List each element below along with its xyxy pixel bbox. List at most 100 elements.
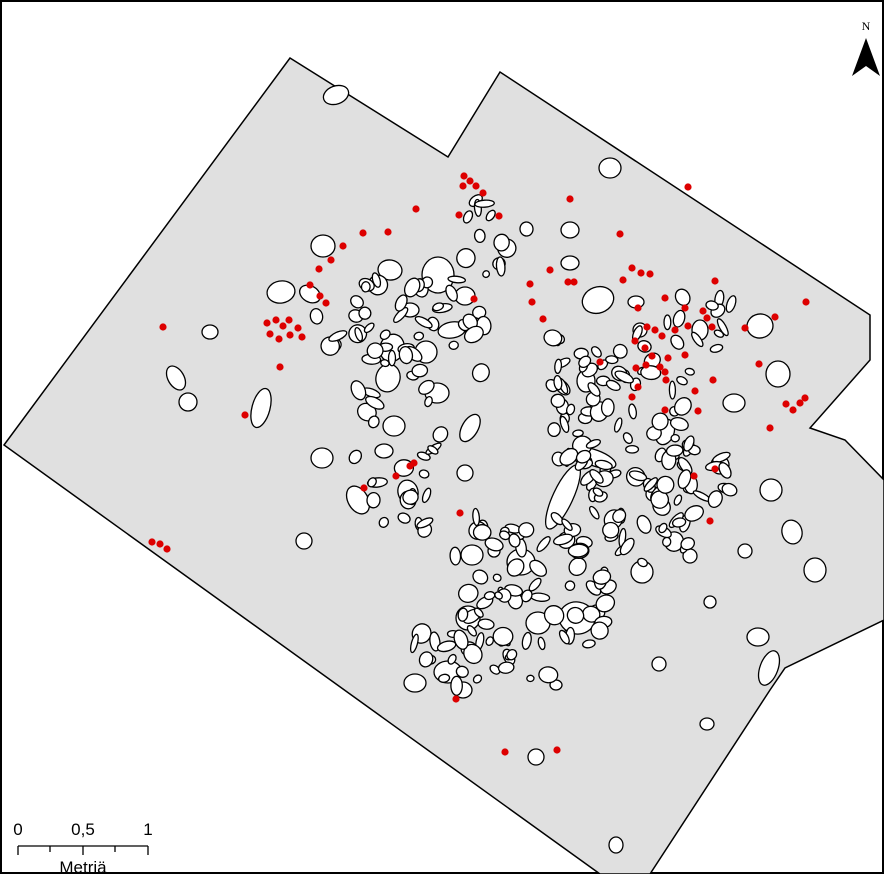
- find-point: [553, 746, 561, 754]
- stone: [725, 295, 737, 313]
- stone: [474, 199, 495, 208]
- stone: [803, 557, 827, 583]
- find-point: [684, 183, 692, 191]
- north-arrow-icon: [852, 38, 880, 76]
- stone: [482, 270, 491, 279]
- stone: [485, 636, 494, 646]
- find-point: [755, 360, 763, 368]
- stone: [608, 836, 624, 854]
- stone: [568, 557, 587, 577]
- find-point: [266, 330, 274, 338]
- stone: [598, 157, 622, 179]
- stone: [295, 532, 313, 550]
- scale-unit: Metriä: [59, 858, 107, 874]
- stone: [477, 618, 495, 630]
- stone: [709, 343, 724, 353]
- stone: [328, 330, 348, 342]
- stone: [558, 629, 570, 645]
- stone: [565, 403, 576, 416]
- stone: [402, 489, 419, 505]
- stone: [309, 307, 324, 325]
- stone: [382, 415, 406, 437]
- stone: [472, 674, 483, 684]
- find-point: [632, 364, 640, 372]
- stone: [612, 508, 627, 524]
- find-point: [528, 298, 536, 306]
- stone: [310, 234, 336, 258]
- stone: [536, 536, 551, 553]
- stone: [674, 288, 691, 307]
- stone: [421, 487, 432, 504]
- find-point: [566, 195, 574, 203]
- find-point: [306, 281, 314, 289]
- stone: [497, 661, 515, 674]
- find-point: [412, 205, 420, 213]
- stone: [668, 380, 677, 400]
- stone: [547, 422, 561, 438]
- scale-tick-0: 0: [13, 820, 22, 839]
- stone: [438, 673, 451, 683]
- finds-layer: [148, 172, 810, 756]
- find-point: [285, 316, 293, 324]
- find-point: [564, 278, 572, 286]
- find-point: [703, 314, 711, 322]
- find-point: [664, 354, 672, 362]
- stone: [628, 470, 648, 482]
- stone: [455, 665, 469, 678]
- stone: [448, 340, 459, 350]
- stone: [418, 469, 430, 479]
- find-point: [526, 280, 534, 288]
- stone: [665, 444, 684, 457]
- stone: [493, 233, 510, 252]
- stone: [460, 544, 484, 566]
- stone: [459, 413, 481, 443]
- stone: [529, 559, 548, 577]
- scale-tick-0-5: 0,5: [71, 820, 95, 839]
- stone: [379, 329, 391, 341]
- stone: [387, 349, 397, 367]
- stone: [677, 469, 692, 490]
- stone: [703, 595, 717, 609]
- stone: [559, 415, 570, 434]
- stone: [564, 580, 576, 591]
- find-point: [570, 278, 578, 286]
- stone: [521, 631, 532, 650]
- find-point: [392, 472, 400, 480]
- stone: [472, 507, 481, 527]
- stone: [561, 518, 573, 531]
- stone: [658, 522, 668, 534]
- find-point: [294, 324, 302, 332]
- stone: [671, 517, 687, 528]
- stone: [656, 475, 675, 494]
- find-point: [661, 406, 669, 414]
- stone: [718, 462, 732, 479]
- stone: [363, 322, 375, 334]
- stone: [458, 583, 479, 604]
- stone: [643, 477, 658, 492]
- stone: [594, 459, 613, 471]
- stone: [466, 625, 478, 637]
- stone: [605, 379, 621, 391]
- stone: [506, 558, 525, 577]
- find-point: [546, 266, 554, 274]
- stone: [759, 478, 783, 502]
- stone: [492, 573, 502, 583]
- stone: [613, 417, 623, 433]
- stone: [552, 533, 574, 546]
- find-point: [241, 411, 249, 419]
- stone: [418, 651, 434, 668]
- stone: [447, 653, 457, 665]
- stone: [473, 228, 486, 244]
- stone: [605, 355, 619, 365]
- stone: [600, 398, 615, 417]
- stone: [588, 505, 600, 520]
- stone: [691, 331, 704, 348]
- stone: [250, 387, 272, 429]
- stone: [178, 392, 198, 412]
- stone: [416, 517, 434, 529]
- stone: [456, 248, 476, 269]
- find-point: [263, 319, 271, 327]
- stone: [494, 591, 503, 600]
- find-point: [694, 407, 702, 415]
- stone: [757, 650, 781, 686]
